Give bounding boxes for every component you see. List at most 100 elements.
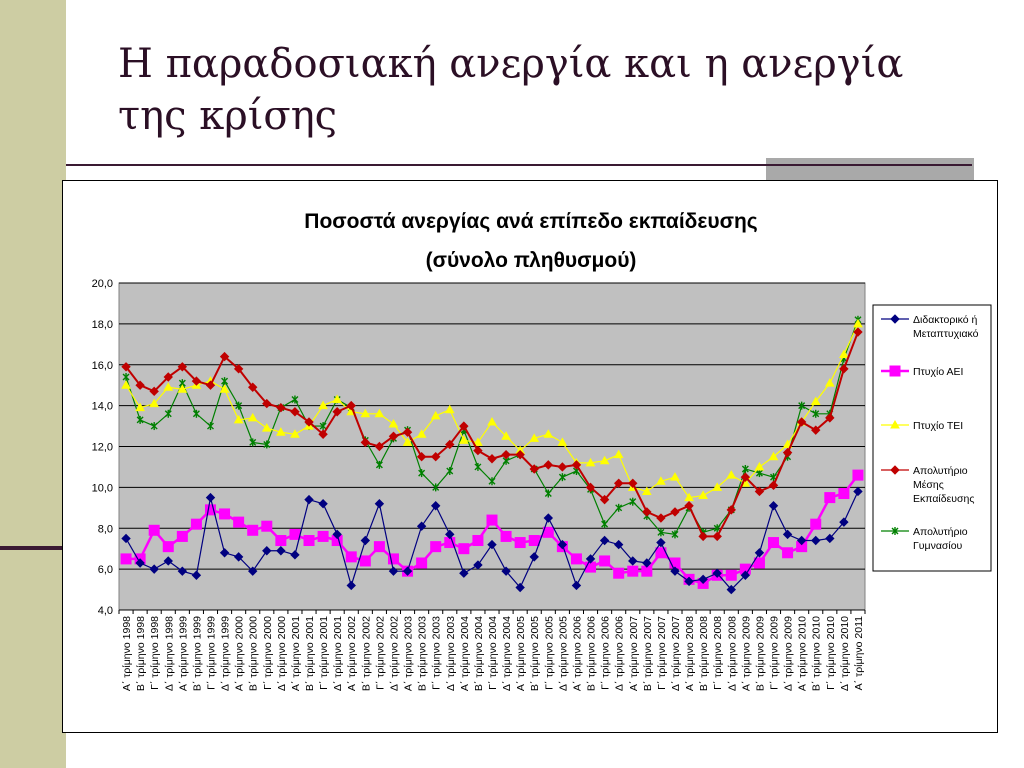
- data-point: [402, 427, 413, 437]
- data-point: [177, 362, 188, 372]
- data-point: [430, 452, 441, 462]
- data-point: [416, 521, 427, 531]
- data-point: [529, 464, 539, 474]
- data-point: [670, 566, 680, 576]
- data-point: [221, 377, 229, 386]
- data-point: [121, 362, 131, 372]
- data-point: [290, 407, 300, 417]
- data-point: [276, 427, 286, 436]
- data-point: [275, 535, 287, 547]
- legend-label: Διδακτορικό ή: [913, 314, 978, 326]
- data-point: [853, 486, 863, 497]
- x-tick-label: Δ΄ τρίμηνο 2008: [726, 616, 738, 691]
- data-point: [446, 467, 454, 476]
- x-tick-label: Β΄ τρίμηνο 2003: [417, 616, 429, 691]
- data-point: [656, 513, 666, 523]
- data-point: [317, 530, 329, 542]
- data-point: [360, 535, 371, 546]
- slide-title: Η παραδοσιακή ανεργία και η ανεργία της …: [118, 41, 904, 139]
- x-tick-label: Β΄ τρίμηνο 2007: [642, 616, 654, 691]
- x-tick-label: Β΄ τρίμηνο 2009: [754, 616, 766, 691]
- x-tick-label: Δ΄ τρίμηνο 2004: [501, 616, 513, 691]
- data-point: [136, 415, 144, 424]
- data-point: [486, 514, 498, 526]
- data-point: [557, 462, 568, 472]
- data-point: [248, 382, 258, 392]
- data-point: [472, 535, 484, 547]
- data-point: [261, 520, 273, 532]
- data-point: [768, 451, 779, 461]
- data-point: [235, 401, 243, 410]
- data-point: [741, 464, 749, 473]
- x-tick-label: Γ΄ τρίμηνο 2010: [825, 616, 837, 690]
- legend-label: Πτυχίο ΤΕΙ: [913, 420, 963, 432]
- data-point: [810, 518, 822, 530]
- data-point: [740, 570, 751, 580]
- data-point: [585, 482, 596, 493]
- data-point: [319, 422, 327, 431]
- data-point: [712, 531, 722, 542]
- x-tick-label: Α΄ τρίμηνο 2006: [571, 616, 583, 691]
- legend: [872, 304, 992, 572]
- data-point: [839, 349, 849, 359]
- data-point: [290, 550, 300, 560]
- data-point: [811, 425, 821, 435]
- data-point: [163, 372, 173, 382]
- data-point: [698, 531, 708, 542]
- legend-label: Πτυχίο ΑΕΙ: [913, 366, 963, 378]
- x-tick-label: Α΄ τρίμηνο 1999: [177, 616, 189, 691]
- x-tick-label: Γ΄ τρίμηνο 2003: [431, 616, 443, 690]
- data-point: [754, 486, 765, 497]
- x-tick-label: Β΄ τρίμηνο 2002: [360, 616, 372, 691]
- data-point: [291, 395, 299, 404]
- data-point: [150, 422, 158, 431]
- data-point: [768, 537, 780, 549]
- data-point: [247, 524, 259, 536]
- data-point: [262, 546, 272, 556]
- x-tick-label: Β΄ τρίμηνο 2005: [529, 616, 541, 691]
- y-tick-label: 12,0: [92, 442, 113, 454]
- data-point: [514, 537, 526, 549]
- data-point: [529, 552, 539, 562]
- data-point: [543, 429, 554, 438]
- data-point: [684, 492, 694, 502]
- data-point: [304, 494, 314, 505]
- data-point: [473, 445, 483, 456]
- data-point: [585, 457, 596, 467]
- chart-frame: Ποσοστά ανεργίας ανά επίπεδο εκπαίδευσης…: [62, 180, 998, 733]
- data-point: [374, 408, 385, 418]
- data-point: [515, 582, 525, 593]
- x-tick-label: Δ΄ τρίμηνο 2010: [839, 616, 851, 691]
- data-point: [501, 449, 511, 460]
- data-point: [416, 557, 428, 569]
- data-point: [487, 416, 497, 426]
- data-point: [121, 533, 131, 544]
- data-point: [346, 580, 356, 591]
- data-point: [853, 318, 863, 328]
- legend-label: Απολυτήριο: [913, 465, 968, 477]
- data-point: [500, 530, 512, 542]
- data-point: [121, 380, 131, 389]
- data-point: [782, 447, 793, 458]
- data-point: [671, 530, 679, 539]
- data-point: [557, 539, 568, 550]
- data-point: [712, 482, 723, 491]
- data-point: [458, 543, 470, 555]
- x-tick-label: Δ΄ τρίμηνο 2005: [557, 616, 569, 691]
- data-point: [754, 548, 765, 558]
- data-point: [375, 460, 383, 469]
- data-point: [571, 580, 582, 591]
- data-point: [191, 570, 202, 580]
- data-point: [839, 364, 849, 374]
- data-point: [418, 469, 426, 478]
- data-point: [149, 564, 159, 574]
- side-decor-line: [0, 546, 66, 550]
- x-tick-label: Α΄ τρίμηνο 2002: [346, 616, 358, 691]
- data-point: [712, 568, 722, 578]
- x-tick-label: Β΄ τρίμηνο 1998: [135, 616, 147, 691]
- data-point: [670, 472, 680, 481]
- x-tick-label: Α΄ τρίμηνο 2008: [684, 616, 696, 691]
- data-point: [599, 494, 610, 505]
- x-tick-label: Γ΄ τρίμηνο 2005: [543, 616, 555, 690]
- x-tick-label: Β΄ τρίμηνο 2010: [811, 616, 823, 691]
